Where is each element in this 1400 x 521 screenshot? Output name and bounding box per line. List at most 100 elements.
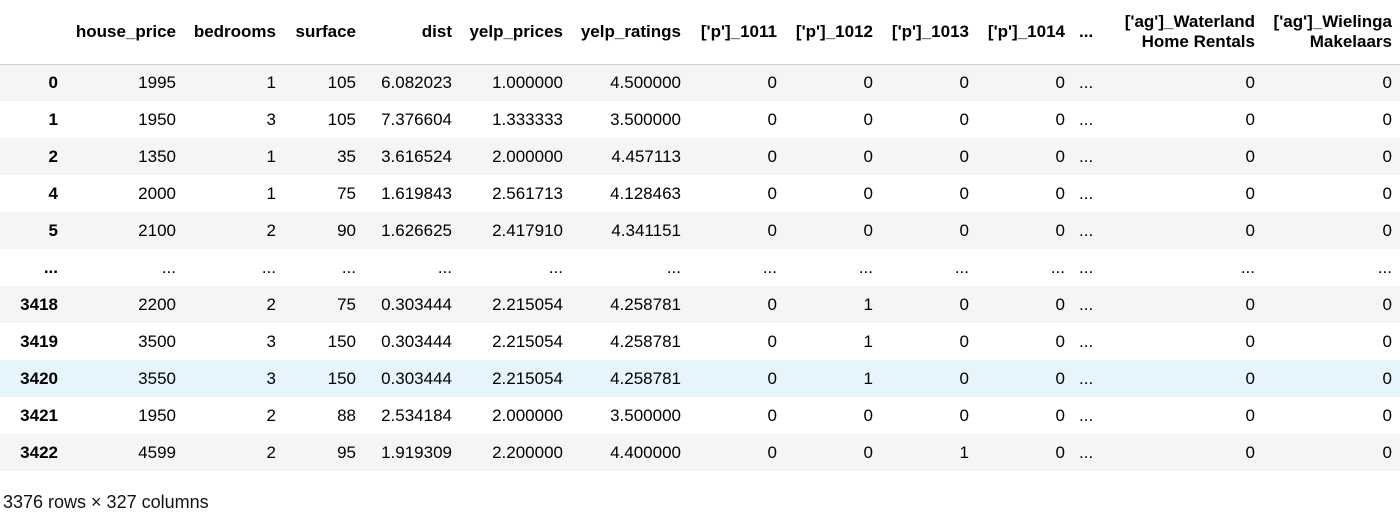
table-cell: 0.303444 bbox=[381, 294, 452, 314]
table-cell: 3.500000 bbox=[610, 109, 681, 129]
table-cell: 0 bbox=[1245, 109, 1255, 129]
row-index: 0 bbox=[48, 72, 58, 92]
table-cell: 105 bbox=[327, 109, 356, 129]
table-cell: 0 bbox=[767, 294, 777, 314]
table-cell: 150 bbox=[327, 331, 356, 351]
column-header: ['p']_1014 bbox=[977, 0, 1073, 65]
table-cell: 0 bbox=[1245, 368, 1255, 388]
table-cell: 4.258781 bbox=[610, 331, 681, 351]
table-cell: 0 bbox=[863, 442, 873, 462]
table-cell: 0 bbox=[1055, 146, 1065, 166]
table-row: 4 2000 1 75 1.619843 2.561713 4.128463 0 0 0 0... 0… bbox=[0, 175, 1400, 212]
table-cell: 0 bbox=[767, 72, 777, 92]
table-cell: 0 bbox=[1245, 442, 1255, 462]
table-cell: 0 bbox=[1055, 183, 1065, 203]
table-cell: 1.919309 bbox=[381, 442, 452, 462]
table-cell: ... bbox=[762, 257, 777, 277]
table-cell: 6.082023 bbox=[381, 72, 452, 92]
table-cell: 0 bbox=[767, 183, 777, 203]
table-cell: 2.000000 bbox=[492, 146, 563, 166]
table-cell: 0 bbox=[767, 109, 777, 129]
table-cell: 4.400000 bbox=[610, 442, 681, 462]
table-cell: 0 bbox=[959, 220, 969, 240]
table-cell: 0 bbox=[1055, 331, 1065, 351]
table-cell: 2 bbox=[266, 220, 276, 240]
table-cell: 1.619843 bbox=[381, 183, 452, 203]
table-cell: 0 bbox=[1055, 220, 1065, 240]
column-header: yelp_ratings bbox=[571, 0, 689, 65]
table-cell: 1 bbox=[266, 146, 276, 166]
table-cell: 2.200000 bbox=[492, 442, 563, 462]
column-header: dist bbox=[364, 0, 460, 65]
table-cell: 0 bbox=[1245, 72, 1255, 92]
table-cell: 2.215054 bbox=[492, 331, 563, 351]
table-cell: 2 bbox=[266, 294, 276, 314]
table-cell: 4.258781 bbox=[610, 368, 681, 388]
table-cell: 4.457113 bbox=[611, 146, 681, 166]
table-row: 3418 2200 2 75 0.303444 2.215054 4.258781 0 1 0 0.… bbox=[0, 286, 1400, 323]
table-cell: 1.333333 bbox=[492, 109, 563, 129]
table-cell: ... bbox=[666, 257, 681, 277]
table-row: 3422 4599 2 95 1.919309 2.200000 4.400000 0 0 1 0.… bbox=[0, 434, 1400, 471]
row-index: 5 bbox=[48, 220, 58, 240]
table-cell: 0 bbox=[863, 183, 873, 203]
table-cell: 0 bbox=[767, 220, 777, 240]
column-header: ['p']_1011 bbox=[689, 0, 785, 65]
table-cell: 75 bbox=[337, 183, 356, 203]
table-cell: 0 bbox=[767, 442, 777, 462]
ellipsis-cell: ... bbox=[1079, 442, 1094, 462]
table-cell: 0 bbox=[959, 146, 969, 166]
row-index: 3422 bbox=[20, 442, 58, 462]
table-cell: 0 bbox=[959, 331, 969, 351]
table-cell: 1 bbox=[863, 294, 873, 314]
table-cell: ... bbox=[261, 257, 276, 277]
table-cell: 0 bbox=[959, 109, 969, 129]
table-cell: 0 bbox=[959, 405, 969, 425]
table-cell: 0 bbox=[1055, 368, 1065, 388]
table-cell: 0 bbox=[863, 220, 873, 240]
table-cell: 1 bbox=[863, 331, 873, 351]
table-cell: ... bbox=[954, 257, 969, 277]
ellipsis-cell: ... bbox=[1079, 146, 1094, 166]
ellipsis-cell: ... bbox=[1079, 72, 1094, 92]
table-cell: 3 bbox=[266, 109, 276, 129]
table-cell: 90 bbox=[337, 220, 356, 240]
table-cell: 0 bbox=[959, 72, 969, 92]
ellipsis-cell: ... bbox=[1079, 294, 1094, 314]
table-cell: 35 bbox=[337, 146, 356, 166]
table-cell: 0 bbox=[863, 405, 873, 425]
column-header: house_price bbox=[66, 0, 184, 65]
table-cell: 2000 bbox=[138, 183, 176, 203]
table-cell: 0 bbox=[767, 368, 777, 388]
ellipsis-cell: ... bbox=[1079, 331, 1094, 351]
table-cell: 0 bbox=[1245, 220, 1255, 240]
row-index: 3419 bbox=[20, 331, 58, 351]
table-cell: 1950 bbox=[138, 405, 176, 425]
table-cell: 0.303444 bbox=[381, 368, 452, 388]
table-row: 5 2100 2 90 1.626625 2.417910 4.341151 0 0 0 0... 0… bbox=[0, 212, 1400, 249]
table-cell: 0 bbox=[1382, 368, 1392, 388]
table-cell: 0 bbox=[1055, 109, 1065, 129]
table-cell: 0 bbox=[1245, 405, 1255, 425]
row-index: ... bbox=[43, 257, 58, 277]
table-cell: 3.616524 bbox=[381, 146, 452, 166]
table-cell: 0 bbox=[1382, 146, 1392, 166]
column-header: ['p']_1013 bbox=[881, 0, 977, 65]
table-cell: 0 bbox=[1245, 331, 1255, 351]
table-cell: 0 bbox=[1382, 183, 1392, 203]
table-cell: 0 bbox=[1055, 294, 1065, 314]
table-cell: 0 bbox=[1055, 405, 1065, 425]
table-cell: 0 bbox=[1382, 294, 1392, 314]
table-cell: 3.500000 bbox=[610, 405, 681, 425]
table-cell: 4.500000 bbox=[610, 72, 681, 92]
table-cell: 1 bbox=[959, 442, 969, 462]
table-body: 0 1995 1 105 6.082023 1.000000 4.500000 0 0 0 0...… bbox=[0, 64, 1400, 471]
column-header: ['ag']_Waterland Home Rentals bbox=[1107, 0, 1263, 65]
table-cell: 0 bbox=[863, 109, 873, 129]
table-cell: 2.215054 bbox=[492, 294, 563, 314]
table-cell: 0 bbox=[1382, 405, 1392, 425]
table-cell: ... bbox=[1377, 257, 1392, 277]
table-cell: 7.376604 bbox=[381, 109, 452, 129]
table-cell: 2100 bbox=[138, 220, 176, 240]
table-cell: 0 bbox=[1382, 109, 1392, 129]
